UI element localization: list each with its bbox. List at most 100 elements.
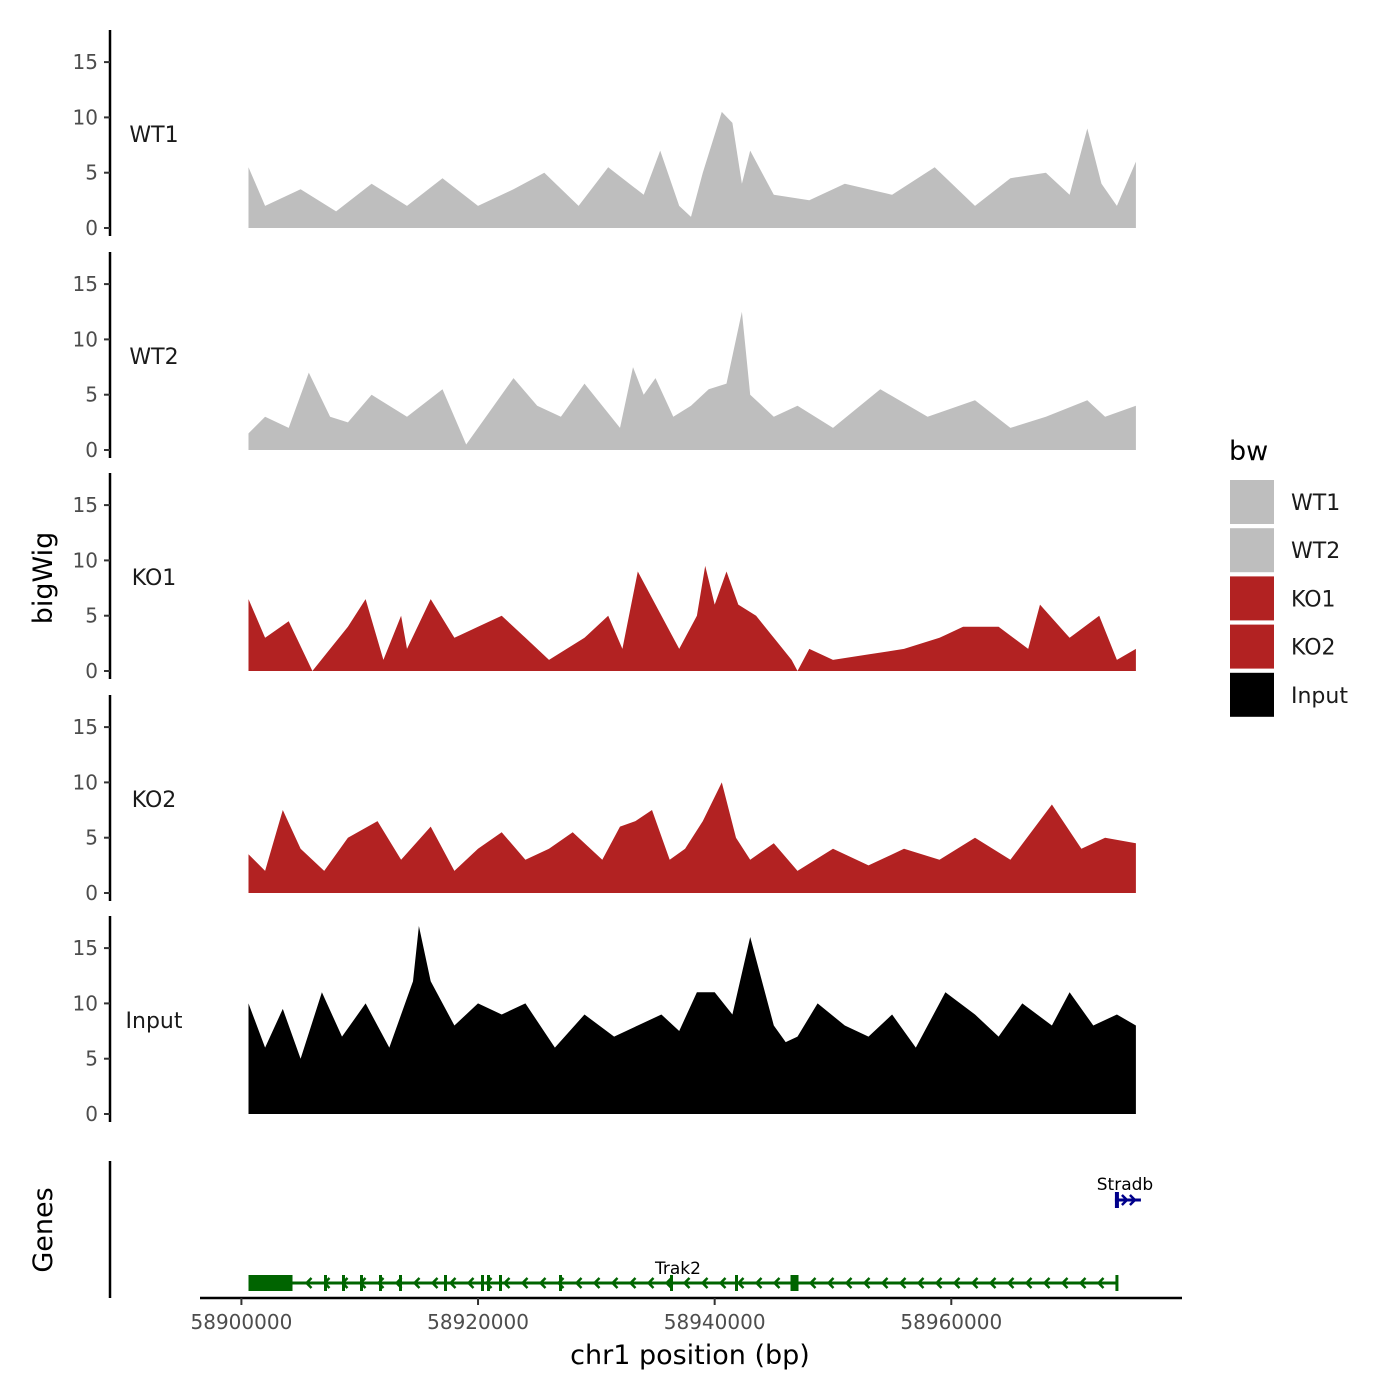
y-axis-title: bigWig bbox=[28, 532, 59, 625]
legend-label: KO1 bbox=[1291, 587, 1336, 612]
y-tick-label: 0 bbox=[85, 438, 98, 462]
y-tick-label: 0 bbox=[85, 1102, 98, 1126]
track-label: Input bbox=[126, 1009, 183, 1034]
strand-arrow bbox=[610, 1277, 619, 1289]
legend-label: KO2 bbox=[1291, 636, 1336, 661]
y-tick-label: 5 bbox=[85, 604, 98, 628]
coverage-area-ko2 bbox=[248, 782, 1136, 893]
strand-arrow bbox=[340, 1277, 349, 1289]
strand-arrow bbox=[1042, 1277, 1051, 1289]
track-label: KO1 bbox=[132, 566, 177, 591]
strand-arrow bbox=[520, 1277, 529, 1289]
genes-axis-title: Genes bbox=[28, 1187, 59, 1272]
strand-arrow bbox=[376, 1277, 385, 1289]
legend-label: WT2 bbox=[1291, 539, 1340, 564]
y-tick-label: 10 bbox=[73, 105, 98, 129]
strand-arrow bbox=[844, 1277, 853, 1289]
strand-arrow bbox=[1024, 1277, 1033, 1289]
strand-arrow bbox=[718, 1277, 727, 1289]
strand-arrow bbox=[1060, 1277, 1069, 1289]
y-tick-label: 15 bbox=[73, 50, 98, 74]
legend: bw WT1 WT2 KO1 KO2 Input bbox=[1229, 436, 1348, 717]
y-tick-label: 10 bbox=[73, 548, 98, 572]
legend-entry-wt2: WT2 bbox=[1230, 528, 1340, 573]
legend-entry-ko2: KO2 bbox=[1230, 624, 1336, 669]
strand-arrow bbox=[862, 1277, 871, 1289]
strand-arrow bbox=[736, 1277, 745, 1289]
x-axis-ticks: 58900000 58920000 58940000 58960000 bbox=[191, 1298, 1002, 1334]
strand-arrow bbox=[1078, 1277, 1087, 1289]
strand-arrow bbox=[754, 1277, 763, 1289]
strand-arrow bbox=[628, 1277, 637, 1289]
y-tick-label: 15 bbox=[73, 272, 98, 296]
x-tick-label: 58900000 bbox=[191, 1310, 293, 1334]
strand-arrow bbox=[772, 1277, 781, 1289]
strand-arrow bbox=[304, 1277, 313, 1289]
gene-stradb: Stradb bbox=[1097, 1175, 1153, 1208]
x-axis-title: chr1 position (bp) bbox=[570, 1340, 810, 1371]
y-tick-label: 5 bbox=[85, 383, 98, 407]
y-tick-label: 5 bbox=[85, 161, 98, 185]
strand-arrow bbox=[790, 1277, 799, 1289]
track-wt2: 0 5 10 15 WT2 bbox=[73, 252, 1136, 462]
legend-label: Input bbox=[1291, 684, 1348, 709]
strand-arrow bbox=[826, 1277, 835, 1289]
track-input: 0 5 10 15 Input bbox=[73, 916, 1136, 1126]
legend-entry-ko1: KO1 bbox=[1230, 576, 1336, 621]
strand-arrow bbox=[502, 1277, 511, 1289]
strand-arrow bbox=[970, 1277, 979, 1289]
strand-arrow bbox=[808, 1277, 817, 1289]
strand-arrow bbox=[394, 1277, 403, 1289]
track-ko2: 0 5 10 15 KO2 bbox=[73, 695, 1136, 905]
track-label: WT2 bbox=[129, 345, 178, 370]
track-ko1: 0 5 10 15 KO1 bbox=[73, 473, 1136, 683]
coverage-area-input bbox=[248, 926, 1136, 1114]
gene-exon bbox=[790, 1275, 799, 1291]
x-tick-label: 58940000 bbox=[664, 1310, 766, 1334]
strand-arrow bbox=[412, 1277, 421, 1289]
gene-label: Stradb bbox=[1097, 1175, 1153, 1195]
track-label: WT1 bbox=[129, 123, 178, 148]
coverage-tracks: 0 5 10 15 WT1 0 5 10 15 WT2 0 5 10 15 KO1 0 5 10 15 KO2 0 5 10… bbox=[73, 30, 1136, 1126]
gene-exon bbox=[248, 1275, 293, 1291]
strand-arrow bbox=[592, 1277, 601, 1289]
y-tick-label: 10 bbox=[73, 327, 98, 351]
strand-arrow bbox=[700, 1277, 709, 1289]
strand-arrow bbox=[952, 1277, 961, 1289]
strand-arrow bbox=[1121, 1194, 1129, 1206]
track-wt1: 0 5 10 15 WT1 bbox=[73, 30, 1136, 240]
y-tick-label: 5 bbox=[85, 826, 98, 850]
strand-arrow bbox=[682, 1277, 691, 1289]
gene-trak2: Trak2 bbox=[248, 1259, 1119, 1291]
y-tick-label: 10 bbox=[73, 991, 98, 1015]
y-tick-label: 15 bbox=[73, 493, 98, 517]
coverage-area-wt2 bbox=[248, 311, 1136, 450]
legend-key bbox=[1230, 576, 1274, 621]
gene-models: Trak2 Stradb bbox=[248, 1175, 1153, 1291]
strand-arrow bbox=[1006, 1277, 1015, 1289]
legend-title: bw bbox=[1229, 436, 1268, 467]
strand-arrow bbox=[898, 1277, 907, 1289]
legend-entry-input: Input bbox=[1230, 672, 1348, 717]
strand-arrow bbox=[430, 1277, 439, 1289]
legend-key bbox=[1230, 528, 1274, 573]
legend-key bbox=[1230, 480, 1274, 524]
strand-arrow bbox=[322, 1277, 331, 1289]
strand-arrow bbox=[934, 1277, 943, 1289]
y-tick-label: 10 bbox=[73, 770, 98, 794]
y-tick-label: 0 bbox=[85, 216, 98, 240]
x-tick-label: 58960000 bbox=[900, 1310, 1002, 1334]
strand-arrow bbox=[574, 1277, 583, 1289]
strand-arrow bbox=[988, 1277, 997, 1289]
y-tick-label: 5 bbox=[85, 1047, 98, 1071]
strand-arrow bbox=[484, 1277, 493, 1289]
track-label: KO2 bbox=[132, 788, 177, 813]
y-tick-label: 15 bbox=[73, 936, 98, 960]
strand-arrow bbox=[646, 1277, 655, 1289]
strand-arrow bbox=[1096, 1277, 1105, 1289]
y-tick-label: 0 bbox=[85, 881, 98, 905]
strand-arrow bbox=[664, 1277, 673, 1289]
x-tick-label: 58920000 bbox=[427, 1310, 529, 1334]
coverage-area-wt1 bbox=[248, 111, 1136, 228]
